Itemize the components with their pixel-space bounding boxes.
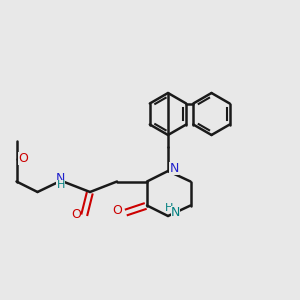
Text: H: H (56, 180, 65, 190)
Text: O: O (112, 203, 122, 217)
Text: N: N (56, 172, 65, 185)
Text: O: O (18, 152, 28, 165)
Text: H: H (165, 203, 174, 214)
Text: N: N (169, 161, 179, 175)
Text: N: N (171, 206, 180, 219)
Text: O: O (72, 208, 81, 221)
